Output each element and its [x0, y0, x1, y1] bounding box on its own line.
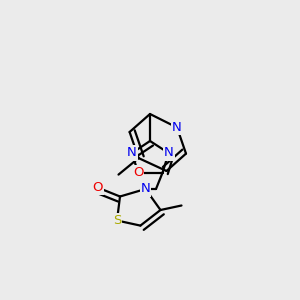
Text: S: S	[113, 214, 121, 227]
Text: O: O	[133, 166, 143, 179]
Text: N: N	[127, 146, 137, 160]
Text: N: N	[164, 146, 173, 160]
Text: N: N	[172, 121, 182, 134]
Text: O: O	[92, 181, 103, 194]
Text: N: N	[141, 182, 150, 196]
